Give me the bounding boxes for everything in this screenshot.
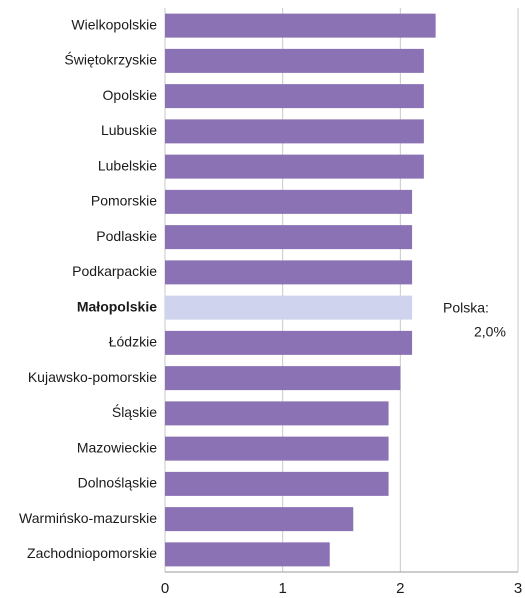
bar xyxy=(165,330,413,355)
bar xyxy=(165,542,330,567)
y-tick-label: Opolskie xyxy=(103,87,158,103)
y-tick-label: Śląskie xyxy=(112,403,157,420)
bar xyxy=(165,260,413,285)
x-tick-label: 2 xyxy=(396,580,404,597)
x-tick-label: 1 xyxy=(278,580,286,597)
bar xyxy=(165,366,401,391)
annotation-text: Polska: xyxy=(443,300,489,316)
annotation: Polska: 2,0% xyxy=(443,300,506,340)
y-tick-label: Pomorskie xyxy=(91,193,157,209)
y-tick-label: Wielkopolskie xyxy=(71,16,157,32)
bar xyxy=(165,189,413,214)
y-tick-label: Zachodniopomorskie xyxy=(27,545,157,561)
y-tick-label: Mazowieckie xyxy=(77,439,157,455)
bar xyxy=(165,436,389,461)
y-tick-label: Kujawsko-pomorskie xyxy=(28,369,157,385)
bar xyxy=(165,507,354,532)
bar xyxy=(165,401,389,426)
bar xyxy=(165,295,413,320)
x-tick-label: 3 xyxy=(514,580,522,597)
bar xyxy=(165,225,413,250)
bar xyxy=(165,119,424,144)
y-tick-label: Lubelskie xyxy=(98,157,157,173)
y-tick-label: Podlaskie xyxy=(96,228,157,244)
y-tick-label: Podkarpackie xyxy=(72,263,157,279)
y-tick-label: Świętokrzyskie xyxy=(64,51,157,68)
y-tick-label: Lubuskie xyxy=(101,122,157,138)
y-tick-label: Łódzkie xyxy=(109,334,157,350)
bar xyxy=(165,471,389,496)
bar xyxy=(165,154,424,179)
x-tick-label: 0 xyxy=(161,580,169,597)
bar xyxy=(165,13,436,38)
bar xyxy=(165,48,424,73)
y-tick-label: Małopolskie xyxy=(77,298,157,314)
bar xyxy=(165,84,424,109)
y-tick-label: Warmińsko-mazurskie xyxy=(19,510,157,526)
annotation-text: 2,0% xyxy=(474,324,506,340)
y-tick-label: Dolnośląskie xyxy=(78,475,158,491)
